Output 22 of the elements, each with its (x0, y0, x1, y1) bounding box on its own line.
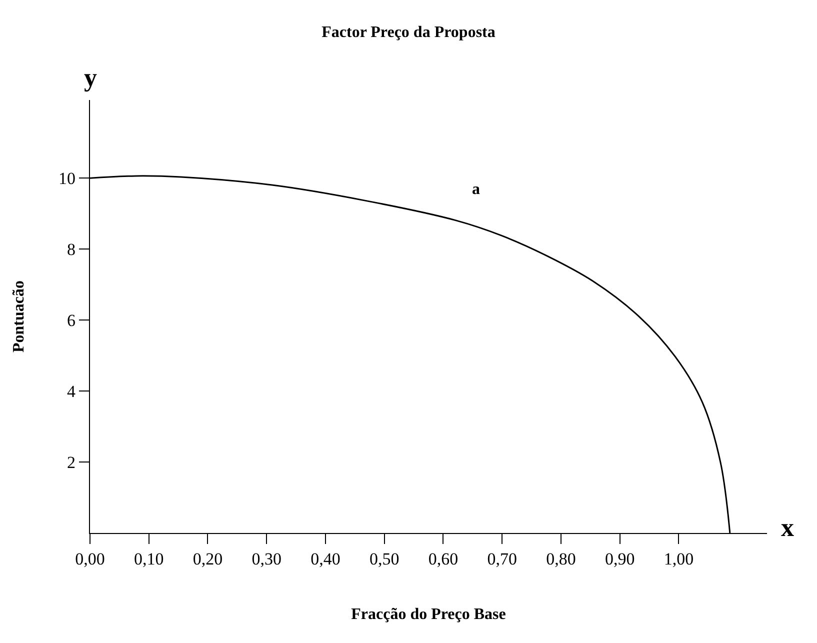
x-axis-title: Fracção do Preço Base (351, 606, 506, 624)
y-tick-label: 8 (67, 240, 76, 260)
y-tick-label: 10 (58, 169, 76, 188)
y-axis-title: Pontuacão (10, 280, 28, 352)
x-tick-label: 0,10 (134, 550, 164, 568)
chart-title: Factor Preço da Proposta (322, 24, 496, 41)
x-tick-label: 0,90 (604, 550, 635, 568)
x-tick-label: 1,00 (664, 550, 694, 568)
text: y (84, 63, 97, 92)
x-tick-label: 0,80 (546, 550, 576, 568)
x-tick-label: 0,30 (252, 550, 282, 568)
y-tick-label: 4 (67, 382, 76, 401)
x-tick-label: 0,50 (369, 550, 400, 568)
y-tick-label: 6 (67, 311, 76, 330)
text: x (781, 513, 794, 542)
x-tick-label: 0,40 (310, 550, 340, 568)
y-tick-label: 2 (67, 452, 76, 472)
annotation: a (472, 181, 480, 198)
x-tick-label: 0,20 (192, 550, 223, 568)
x-tick-label: 0,70 (487, 550, 517, 568)
x-tick-label: 0,00 (75, 550, 105, 568)
x-tick-label: 0,60 (428, 550, 458, 568)
